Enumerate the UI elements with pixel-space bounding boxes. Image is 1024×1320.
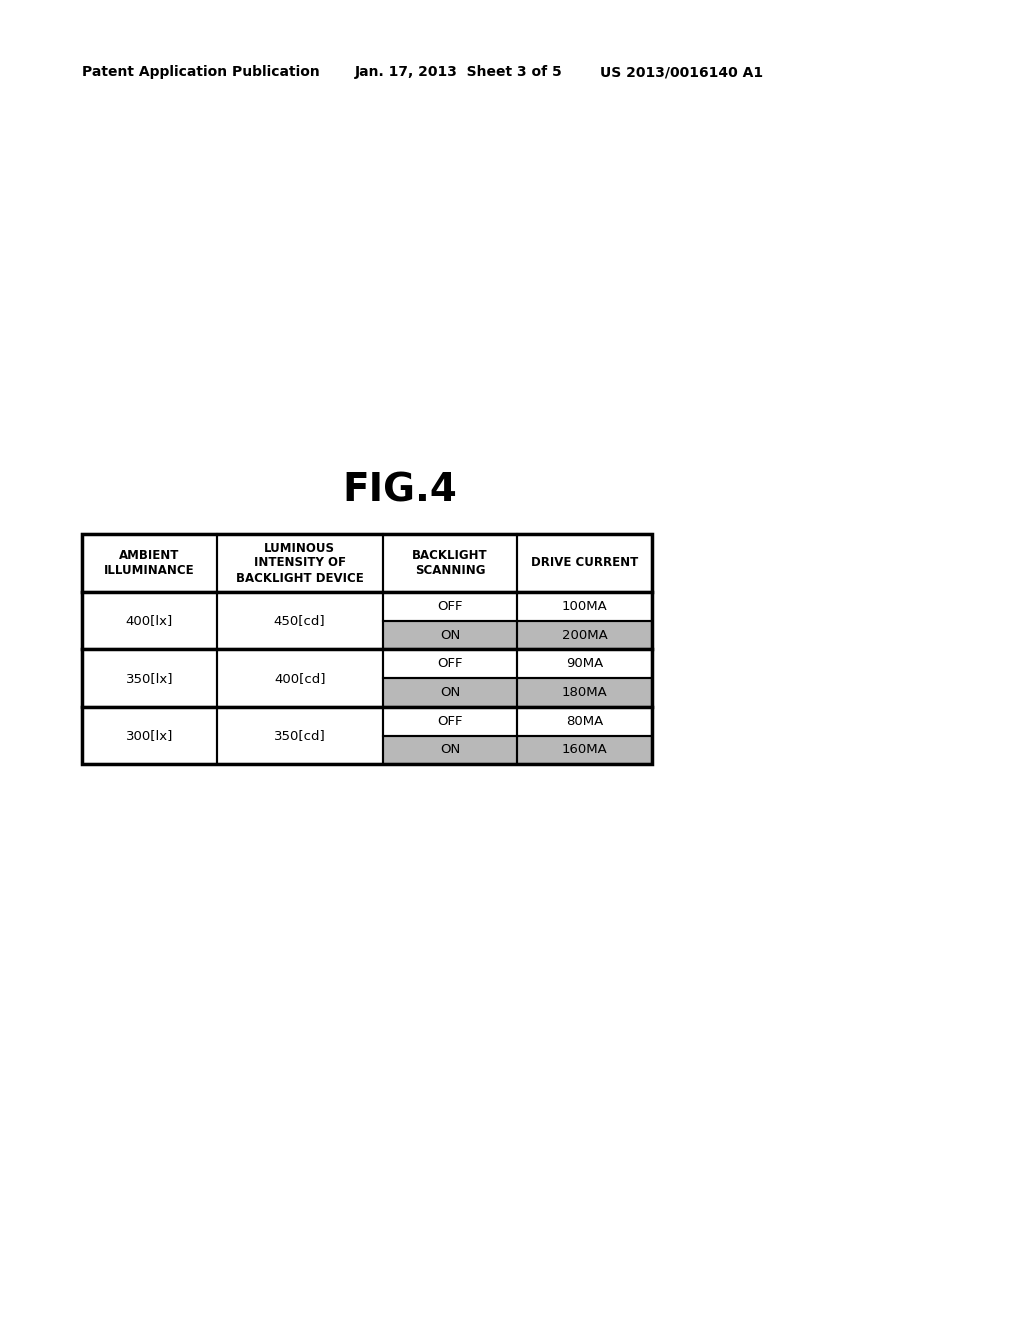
Bar [383, 735, 517, 764]
Bar [517, 678, 652, 706]
Bar [517, 620, 652, 649]
Bar [82, 706, 217, 764]
Bar [517, 620, 652, 649]
Bar [383, 591, 517, 620]
Text: 90MA: 90MA [566, 657, 603, 671]
Text: US 2013/0016140 A1: US 2013/0016140 A1 [600, 65, 763, 79]
Bar [383, 678, 517, 706]
Bar [383, 535, 517, 591]
Bar [217, 535, 383, 591]
Bar [383, 678, 517, 706]
Text: 400[lx]: 400[lx] [126, 614, 173, 627]
Bar [383, 706, 517, 735]
Text: 350[cd]: 350[cd] [273, 729, 326, 742]
Bar [517, 735, 652, 764]
Bar [517, 649, 652, 678]
Bar [383, 620, 517, 649]
Bar [517, 735, 652, 764]
Text: 180MA: 180MA [562, 686, 607, 700]
Text: ON: ON [440, 686, 460, 700]
Bar [383, 620, 517, 649]
Bar [82, 649, 217, 706]
Text: AMBIENT
ILLUMINANCE: AMBIENT ILLUMINANCE [104, 549, 195, 577]
Text: OFF: OFF [437, 714, 463, 727]
Text: 300[lx]: 300[lx] [126, 729, 173, 742]
Bar [82, 535, 652, 764]
Text: Patent Application Publication: Patent Application Publication [82, 65, 319, 79]
Text: FIG.4: FIG.4 [343, 471, 458, 510]
Text: Jan. 17, 2013  Sheet 3 of 5: Jan. 17, 2013 Sheet 3 of 5 [355, 65, 563, 79]
Text: BACKLIGHT
SCANNING: BACKLIGHT SCANNING [413, 549, 487, 577]
Text: 80MA: 80MA [566, 714, 603, 727]
Text: 100MA: 100MA [562, 599, 607, 612]
Bar [383, 735, 517, 764]
Bar [217, 706, 383, 764]
Bar [517, 678, 652, 706]
Bar [517, 706, 652, 735]
Text: 400[cd]: 400[cd] [273, 672, 326, 685]
Text: 350[lx]: 350[lx] [126, 672, 173, 685]
Text: 200MA: 200MA [562, 628, 607, 642]
Bar [517, 591, 652, 620]
Text: ON: ON [440, 743, 460, 756]
Bar [517, 535, 652, 591]
Text: OFF: OFF [437, 599, 463, 612]
Bar [82, 591, 217, 649]
Text: ON: ON [440, 628, 460, 642]
Bar [217, 591, 383, 649]
Text: OFF: OFF [437, 657, 463, 671]
Bar [383, 649, 517, 678]
Bar [82, 535, 217, 591]
Text: LUMINOUS
INTENSITY OF
BACKLIGHT DEVICE: LUMINOUS INTENSITY OF BACKLIGHT DEVICE [236, 541, 364, 585]
Bar [217, 649, 383, 706]
Text: 160MA: 160MA [562, 743, 607, 756]
Text: 450[cd]: 450[cd] [273, 614, 326, 627]
Text: DRIVE CURRENT: DRIVE CURRENT [531, 557, 638, 569]
